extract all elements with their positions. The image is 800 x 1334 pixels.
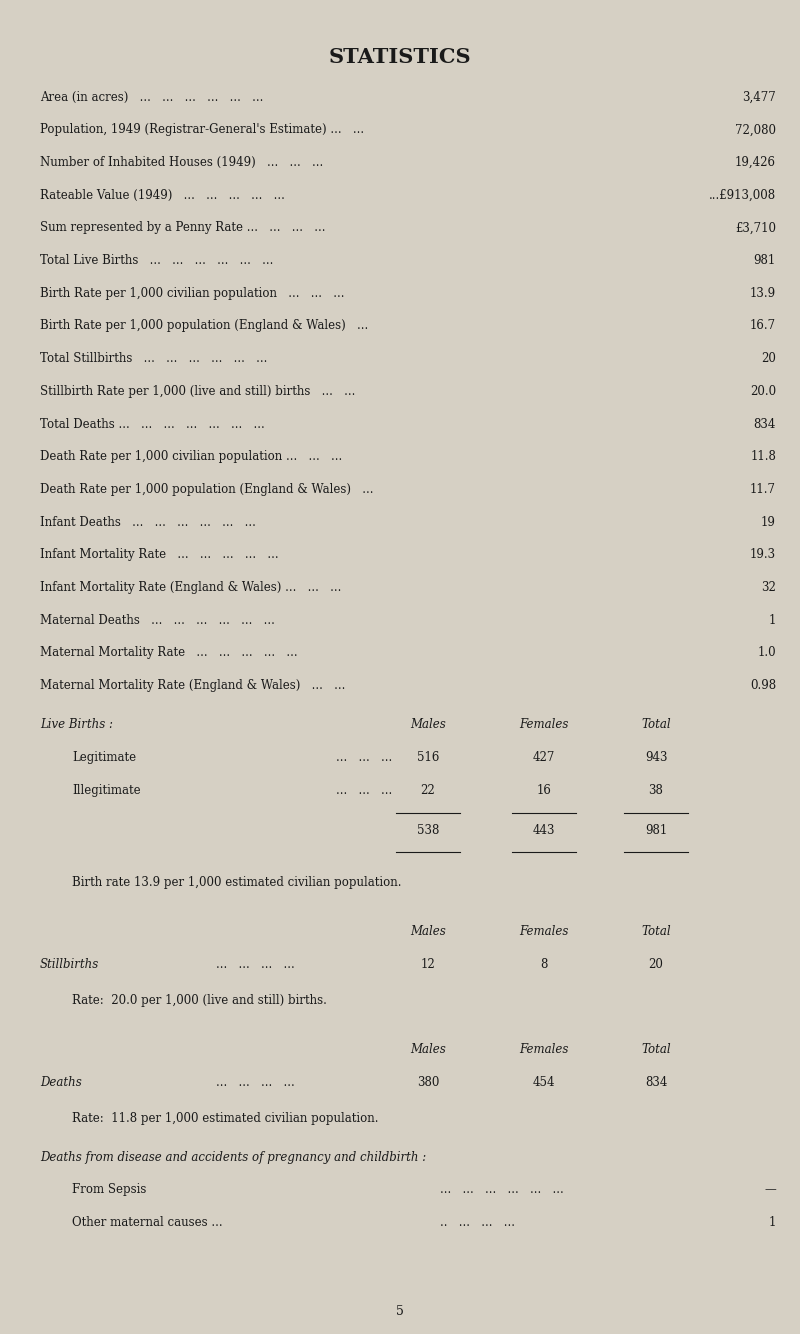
Text: Stillbirth Rate per 1,000 (live and still) births   ...   ...: Stillbirth Rate per 1,000 (live and stil… bbox=[40, 384, 355, 398]
Text: 12: 12 bbox=[421, 958, 435, 971]
Text: Rate:  20.0 per 1,000 (live and still) births.: Rate: 20.0 per 1,000 (live and still) bi… bbox=[72, 994, 327, 1007]
Text: ...   ...   ...: ... ... ... bbox=[336, 751, 392, 764]
Text: Females: Females bbox=[519, 718, 569, 731]
Text: Birth Rate per 1,000 population (England & Wales)   ...: Birth Rate per 1,000 population (England… bbox=[40, 319, 368, 332]
Text: Total Live Births   ...   ...   ...   ...   ...   ...: Total Live Births ... ... ... ... ... ..… bbox=[40, 253, 274, 267]
Text: Death Rate per 1,000 civilian population ...   ...   ...: Death Rate per 1,000 civilian population… bbox=[40, 450, 342, 463]
Text: 38: 38 bbox=[649, 784, 663, 796]
Text: Total: Total bbox=[641, 926, 671, 938]
Text: 443: 443 bbox=[533, 824, 555, 838]
Text: Deaths: Deaths bbox=[40, 1075, 82, 1089]
Text: 981: 981 bbox=[645, 824, 667, 838]
Text: 380: 380 bbox=[417, 1075, 439, 1089]
Text: Sum represented by a Penny Rate ...   ...   ...   ...: Sum represented by a Penny Rate ... ... … bbox=[40, 221, 326, 235]
Text: Females: Females bbox=[519, 926, 569, 938]
Text: 538: 538 bbox=[417, 824, 439, 838]
Text: 0.98: 0.98 bbox=[750, 679, 776, 692]
Text: 943: 943 bbox=[645, 751, 667, 764]
Text: 11.7: 11.7 bbox=[750, 483, 776, 496]
Text: 19,426: 19,426 bbox=[735, 156, 776, 169]
Text: Birth rate 13.9 per 1,000 estimated civilian population.: Birth rate 13.9 per 1,000 estimated civi… bbox=[72, 876, 402, 890]
Text: Maternal Mortality Rate (England & Wales)   ...   ...: Maternal Mortality Rate (England & Wales… bbox=[40, 679, 346, 692]
Text: Illegitimate: Illegitimate bbox=[72, 784, 141, 796]
Text: ...   ...   ...   ...: ... ... ... ... bbox=[216, 958, 294, 971]
Text: 16: 16 bbox=[537, 784, 551, 796]
Text: STATISTICS: STATISTICS bbox=[329, 47, 471, 67]
Text: ...   ...   ...: ... ... ... bbox=[336, 784, 392, 796]
Text: 19: 19 bbox=[761, 515, 776, 528]
Text: 13.9: 13.9 bbox=[750, 287, 776, 300]
Text: Death Rate per 1,000 population (England & Wales)   ...: Death Rate per 1,000 population (England… bbox=[40, 483, 374, 496]
Text: 20: 20 bbox=[649, 958, 663, 971]
Text: From Sepsis: From Sepsis bbox=[72, 1183, 146, 1197]
Text: 834: 834 bbox=[645, 1075, 667, 1089]
Text: 72,080: 72,080 bbox=[735, 124, 776, 136]
Text: Population, 1949 (Registrar-General's Estimate) ...   ...: Population, 1949 (Registrar-General's Es… bbox=[40, 124, 364, 136]
Text: 3,477: 3,477 bbox=[742, 91, 776, 104]
Text: —: — bbox=[764, 1183, 776, 1197]
Text: 981: 981 bbox=[754, 253, 776, 267]
Text: 1.0: 1.0 bbox=[758, 646, 776, 659]
Text: Birth Rate per 1,000 civilian population   ...   ...   ...: Birth Rate per 1,000 civilian population… bbox=[40, 287, 345, 300]
Text: ...   ...   ...   ...   ...   ...: ... ... ... ... ... ... bbox=[440, 1183, 564, 1197]
Text: Legitimate: Legitimate bbox=[72, 751, 136, 764]
Text: Total: Total bbox=[641, 1043, 671, 1057]
Text: 516: 516 bbox=[417, 751, 439, 764]
Text: 8: 8 bbox=[540, 958, 548, 971]
Text: ...£913,008: ...£913,008 bbox=[709, 188, 776, 201]
Text: Total Stillbirths   ...   ...   ...   ...   ...   ...: Total Stillbirths ... ... ... ... ... ..… bbox=[40, 352, 267, 366]
Text: Females: Females bbox=[519, 1043, 569, 1057]
Text: 22: 22 bbox=[421, 784, 435, 796]
Text: 20: 20 bbox=[761, 352, 776, 366]
Text: Infant Deaths   ...   ...   ...   ...   ...   ...: Infant Deaths ... ... ... ... ... ... bbox=[40, 515, 256, 528]
Text: ...   ...   ...   ...: ... ... ... ... bbox=[216, 1075, 294, 1089]
Text: Live Births :: Live Births : bbox=[40, 718, 113, 731]
Text: Rate:  11.8 per 1,000 estimated civilian population.: Rate: 11.8 per 1,000 estimated civilian … bbox=[72, 1111, 378, 1125]
Text: 16.7: 16.7 bbox=[750, 319, 776, 332]
Text: Other maternal causes ...: Other maternal causes ... bbox=[72, 1217, 222, 1229]
Text: Infant Mortality Rate   ...   ...   ...   ...   ...: Infant Mortality Rate ... ... ... ... ..… bbox=[40, 548, 278, 562]
Text: 454: 454 bbox=[533, 1075, 555, 1089]
Text: Area (in acres)   ...   ...   ...   ...   ...   ...: Area (in acres) ... ... ... ... ... ... bbox=[40, 91, 263, 104]
Text: Total: Total bbox=[641, 718, 671, 731]
Text: 834: 834 bbox=[754, 418, 776, 431]
Text: Rateable Value (1949)   ...   ...   ...   ...   ...: Rateable Value (1949) ... ... ... ... ..… bbox=[40, 188, 285, 201]
Text: Infant Mortality Rate (England & Wales) ...   ...   ...: Infant Mortality Rate (England & Wales) … bbox=[40, 582, 342, 594]
Text: 427: 427 bbox=[533, 751, 555, 764]
Text: 20.0: 20.0 bbox=[750, 384, 776, 398]
Text: 5: 5 bbox=[396, 1305, 404, 1318]
Text: 1: 1 bbox=[769, 614, 776, 627]
Text: Maternal Deaths   ...   ...   ...   ...   ...   ...: Maternal Deaths ... ... ... ... ... ... bbox=[40, 614, 275, 627]
Text: 1: 1 bbox=[769, 1217, 776, 1229]
Text: 19.3: 19.3 bbox=[750, 548, 776, 562]
Text: Deaths from disease and accidents of pregnancy and childbirth :: Deaths from disease and accidents of pre… bbox=[40, 1151, 426, 1163]
Text: £3,710: £3,710 bbox=[735, 221, 776, 235]
Text: Number of Inhabited Houses (1949)   ...   ...   ...: Number of Inhabited Houses (1949) ... ..… bbox=[40, 156, 323, 169]
Text: Total Deaths ...   ...   ...   ...   ...   ...   ...: Total Deaths ... ... ... ... ... ... ... bbox=[40, 418, 265, 431]
Text: Males: Males bbox=[410, 718, 446, 731]
Text: 32: 32 bbox=[761, 582, 776, 594]
Text: Maternal Mortality Rate   ...   ...   ...   ...   ...: Maternal Mortality Rate ... ... ... ... … bbox=[40, 646, 298, 659]
Text: Males: Males bbox=[410, 1043, 446, 1057]
Text: Stillbirths: Stillbirths bbox=[40, 958, 99, 971]
Text: 11.8: 11.8 bbox=[750, 450, 776, 463]
Text: ..   ...   ...   ...: .. ... ... ... bbox=[440, 1217, 515, 1229]
Text: Males: Males bbox=[410, 926, 446, 938]
